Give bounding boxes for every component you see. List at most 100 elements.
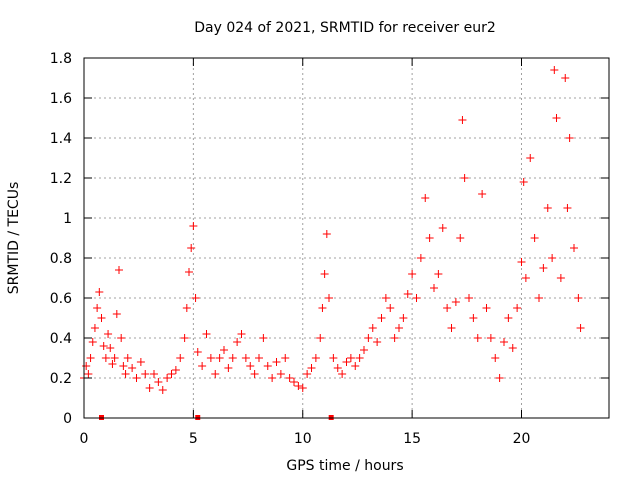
data-point	[543, 204, 552, 212]
data-point	[443, 304, 452, 312]
data-point	[110, 354, 119, 362]
data-point	[145, 384, 154, 392]
data-point	[325, 294, 333, 302]
data-point	[465, 294, 473, 302]
data-point	[311, 354, 320, 362]
data-point	[163, 374, 172, 382]
data-point	[104, 330, 113, 338]
chart-title: Day 024 of 2021, SRMTID for receiver eur…	[194, 20, 496, 36]
tick-layer	[83, 57, 609, 419]
data-point	[320, 270, 329, 278]
data-point	[333, 364, 342, 372]
data-point	[241, 354, 250, 362]
data-point	[117, 334, 126, 342]
data-point	[211, 370, 220, 378]
data-point	[338, 370, 347, 378]
data-point	[570, 244, 578, 252]
data-point	[136, 358, 145, 366]
y-tick-label: 0.8	[50, 251, 72, 267]
data-point	[228, 354, 237, 362]
data-point	[373, 338, 382, 346]
data-point	[386, 304, 395, 312]
data-point	[86, 354, 95, 362]
data-point	[123, 354, 132, 362]
data-point	[90, 324, 99, 332]
data-point	[106, 344, 115, 352]
data-point	[521, 274, 530, 282]
data-point	[456, 234, 465, 242]
x-tick-label: 5	[189, 431, 198, 447]
data-point	[263, 362, 272, 370]
data-point	[425, 234, 434, 242]
data-point	[355, 354, 364, 362]
data-point	[303, 370, 312, 378]
data-point	[526, 154, 535, 162]
data-point	[508, 344, 517, 352]
data-point	[574, 294, 583, 302]
data-point	[182, 304, 191, 312]
x-tick-label: 15	[403, 431, 421, 447]
data-point	[460, 174, 469, 182]
data-point	[458, 116, 467, 124]
data-point	[329, 354, 338, 362]
data-point	[82, 362, 91, 370]
data-point	[268, 374, 277, 382]
data-point	[97, 314, 106, 322]
data-point	[395, 324, 403, 332]
data-point	[95, 288, 104, 296]
y-axis-label: SRMTID / TECUs	[6, 182, 22, 295]
data-point	[255, 354, 263, 362]
data-point	[119, 362, 128, 370]
data-point	[154, 378, 163, 386]
data-point	[233, 338, 242, 346]
x-tick-label: 10	[294, 431, 312, 447]
data-point	[486, 334, 495, 342]
data-point	[176, 354, 185, 362]
data-point	[167, 370, 176, 378]
data-point	[128, 364, 137, 372]
data-point	[561, 74, 570, 82]
data-point	[101, 354, 110, 362]
data-point	[141, 370, 150, 378]
data-point	[548, 254, 557, 262]
data-point	[322, 230, 331, 238]
data-point	[368, 324, 377, 332]
data-point	[191, 294, 200, 302]
data-point	[412, 294, 421, 302]
data-point	[390, 334, 399, 342]
y-tick-label: 0	[63, 411, 72, 427]
data-point	[473, 334, 482, 342]
data-point	[281, 354, 290, 362]
data-point	[189, 222, 198, 230]
data-point	[408, 270, 417, 278]
data-point	[346, 354, 355, 362]
data-point	[187, 244, 196, 252]
data-point	[307, 364, 316, 372]
data-point	[272, 358, 281, 366]
data-point	[150, 370, 158, 378]
x-axis-label: GPS time / hours	[286, 458, 403, 474]
data-point	[93, 304, 102, 312]
data-point	[377, 314, 386, 322]
data-point	[576, 324, 585, 332]
data-point	[351, 362, 360, 370]
y-tick-label: 1.2	[50, 171, 72, 187]
data-point	[193, 348, 202, 356]
data-point	[500, 338, 508, 346]
data-point	[298, 384, 307, 392]
data-point	[535, 294, 543, 302]
data-point	[491, 354, 500, 362]
tick-label-layer: 0 0.2 0.4 0.6 0.8 1 1.2 1.4 1.6 1.8 0 5 10 15 20	[50, 51, 531, 447]
data-point	[447, 324, 456, 332]
data-point	[364, 334, 373, 342]
plot-border	[83, 57, 610, 419]
data-point	[482, 304, 491, 312]
y-tick-label: 0.2	[50, 371, 72, 387]
data-point	[438, 224, 447, 232]
data-point	[246, 362, 255, 370]
y-tick-label: 0.6	[50, 291, 72, 307]
data-point	[237, 330, 246, 338]
data-point	[99, 342, 108, 350]
data-point	[434, 270, 443, 278]
